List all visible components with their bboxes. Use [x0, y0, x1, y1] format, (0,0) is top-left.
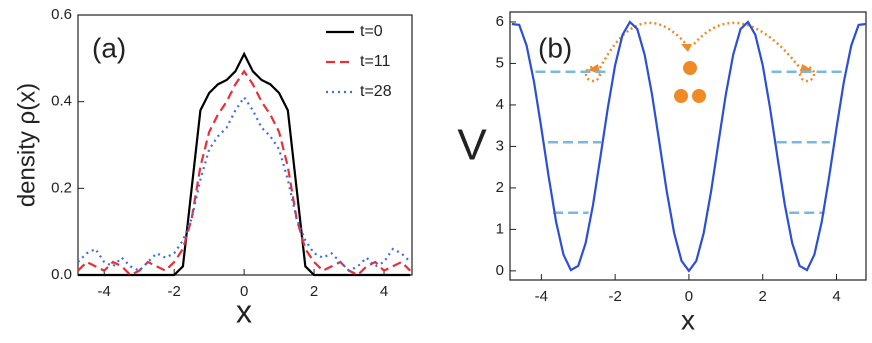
y-tick-label: 3: [496, 137, 504, 154]
data-line: [77, 95, 412, 273]
x-tick-label: 0: [240, 283, 248, 300]
x-tick-label: -2: [608, 288, 621, 305]
y-tick-label: 0.2: [51, 179, 72, 196]
x-axis-label: x: [236, 293, 252, 329]
y-tick-label: 0.4: [51, 93, 72, 110]
y-tick-label: 6: [496, 13, 504, 30]
x-axis-label: x: [681, 304, 695, 335]
plot-frame: [77, 14, 413, 276]
particle: [692, 89, 706, 103]
legend-label: t=28: [360, 83, 392, 100]
x-tick-label: 0: [685, 288, 693, 305]
y-tick-label: 0.6: [51, 6, 72, 23]
arrow: [598, 21, 687, 69]
x-tick-label: -4: [98, 283, 111, 300]
legend-label: t=0: [360, 23, 383, 40]
x-tick-label: -4: [535, 288, 548, 305]
arrow-head: [681, 44, 692, 52]
data-line: [78, 51, 411, 277]
arrow: [693, 21, 801, 69]
data-line: [511, 20, 867, 273]
panel-label: (a): [92, 32, 126, 63]
y-tick-label: 0.0: [51, 266, 72, 283]
y-tick-label: 1: [496, 220, 504, 237]
data-line: [77, 69, 412, 277]
x-tick-label: 2: [310, 283, 318, 300]
arrow-heads: [588, 44, 812, 74]
x-tick-label: 2: [759, 288, 767, 305]
y-tick-label: 0: [496, 262, 504, 279]
x-tick-label: 4: [380, 283, 388, 300]
y-axis-label: density ρ(x): [13, 83, 40, 207]
y-tick-label: 2: [496, 179, 504, 196]
x-tick-label: 4: [832, 288, 840, 305]
panel-label: (b): [538, 32, 572, 63]
x-tick-label: -2: [168, 283, 181, 300]
particle: [674, 89, 688, 103]
y-axis-label: V: [457, 121, 487, 170]
y-tick-label: 5: [496, 54, 504, 71]
legend-label: t=11: [360, 53, 391, 70]
particle: [683, 61, 697, 75]
particles: [674, 61, 706, 103]
y-tick-label: 4: [496, 96, 504, 113]
